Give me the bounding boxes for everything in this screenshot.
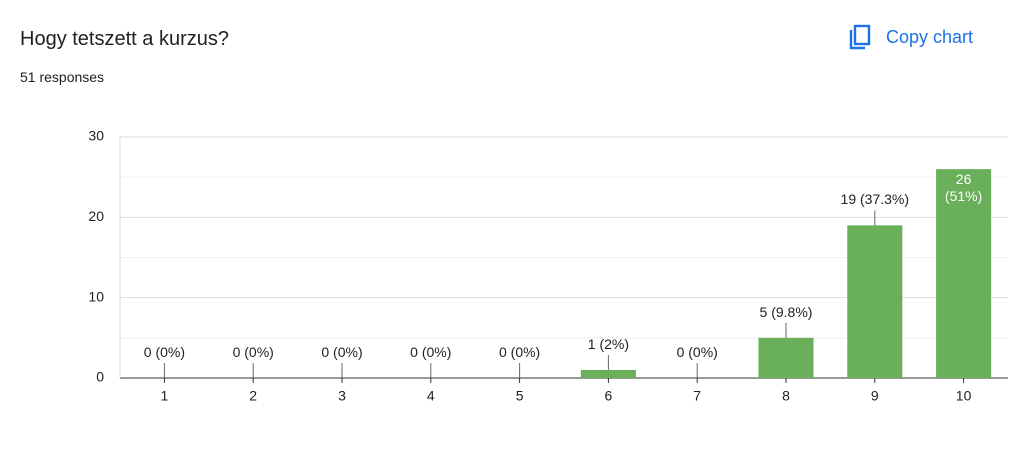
x-tick-label: 3 [338, 388, 346, 404]
copy-chart-label[interactable]: Copy chart [886, 26, 974, 47]
bar [580, 369, 636, 378]
x-tick-label: 5 [516, 388, 524, 404]
value-label: 26 (51%) [944, 171, 983, 205]
chart-subtitle: 51 responses [20, 69, 105, 85]
value-label: 5 (9.8%) [759, 303, 813, 320]
chart-title: Hogy tetszett a kurzus? [20, 28, 229, 50]
y-tick-label: 30 [88, 128, 104, 144]
value-label: 0 (0%) [676, 344, 718, 360]
value-label: 0 (0%) [232, 344, 274, 360]
x-tick-label: 9 [871, 388, 879, 404]
value-label: 0 (0%) [410, 344, 452, 360]
bar [758, 337, 814, 378]
value-label: 1 (2%) [587, 335, 630, 352]
copy-icon [849, 24, 871, 50]
x-tick-label: 8 [782, 388, 790, 404]
bar [936, 169, 992, 378]
y-tick-label: 20 [88, 208, 104, 224]
value-label: 0 (0%) [143, 344, 186, 360]
x-tick-label: 2 [249, 388, 257, 404]
y-tick-label: 10 [88, 288, 104, 304]
copy-chart-button[interactable]: Copy chart [848, 24, 973, 50]
x-tick-label: 7 [693, 388, 701, 404]
bar [847, 225, 903, 378]
x-tick-label: 4 [427, 388, 435, 404]
value-label: 19 (37.3%) [840, 191, 910, 208]
y-tick-label: 0 [96, 369, 104, 385]
x-tick-label: 10 [956, 388, 972, 404]
x-tick-label: 6 [605, 388, 613, 404]
value-label: 0 (0%) [498, 344, 541, 360]
x-tick-label: 1 [161, 388, 169, 404]
value-label: 0 (0%) [321, 344, 363, 360]
